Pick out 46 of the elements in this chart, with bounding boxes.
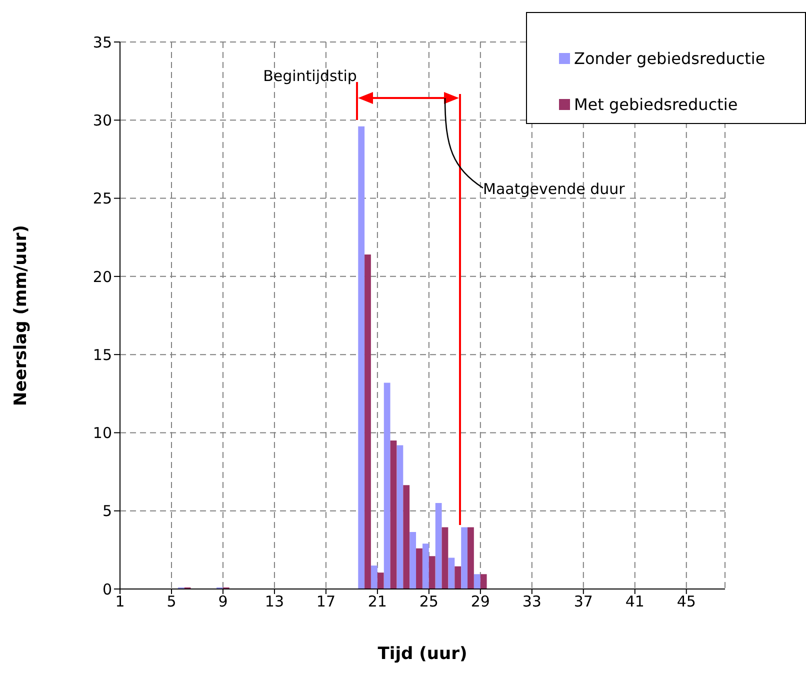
bar <box>448 558 455 589</box>
bar <box>422 544 429 589</box>
y-tick-label: 30 <box>92 111 112 130</box>
y-tick-label: 20 <box>92 268 112 286</box>
x-tick-label: 29 <box>470 592 490 611</box>
x-tick-label: 1 <box>115 592 125 611</box>
bar <box>461 527 468 589</box>
bar <box>384 382 390 589</box>
y-tick-label: 10 <box>92 424 112 442</box>
bar <box>396 445 404 589</box>
bar <box>358 126 365 589</box>
bar <box>428 556 436 589</box>
legend-label: Zonder gebiedsreductie <box>574 48 766 68</box>
bar <box>377 572 384 589</box>
x-tick-label: 41 <box>625 592 644 611</box>
y-tick-label: 0 <box>102 580 112 598</box>
bar <box>416 548 422 589</box>
bar <box>474 574 480 589</box>
x-tick-label: 25 <box>419 592 438 611</box>
bar <box>371 566 378 589</box>
bar <box>468 527 474 589</box>
bar <box>435 503 442 589</box>
x-tick-label: 45 <box>676 592 696 611</box>
y-tick-label: 5 <box>102 502 112 520</box>
y-tick-label: 35 <box>92 33 112 52</box>
bar <box>410 532 416 589</box>
annotation: Maatgevende duur <box>483 180 626 198</box>
x-tick-label: 5 <box>166 592 176 611</box>
x-tick-label: 37 <box>574 592 593 611</box>
bar <box>480 574 487 589</box>
x-tick-label: 33 <box>522 592 542 611</box>
y-tick-label: 15 <box>92 346 112 364</box>
bar <box>454 566 462 589</box>
legend-label: Met gebiedsreductie <box>574 94 738 114</box>
x-axis-title: Tijd (uur) <box>378 644 468 664</box>
bar <box>364 254 371 589</box>
x-tick-label: 17 <box>316 592 336 611</box>
annotation: Begintijdstip <box>263 67 357 85</box>
x-tick-label: 13 <box>264 592 284 611</box>
bar <box>390 440 397 589</box>
bar <box>442 527 448 589</box>
y-axis-title: Neerslag (mm/uur) <box>11 225 32 406</box>
x-tick-label: 9 <box>218 592 228 611</box>
y-tick-label: 25 <box>92 190 112 208</box>
x-tick-label: 21 <box>368 592 387 611</box>
bar <box>403 485 410 589</box>
